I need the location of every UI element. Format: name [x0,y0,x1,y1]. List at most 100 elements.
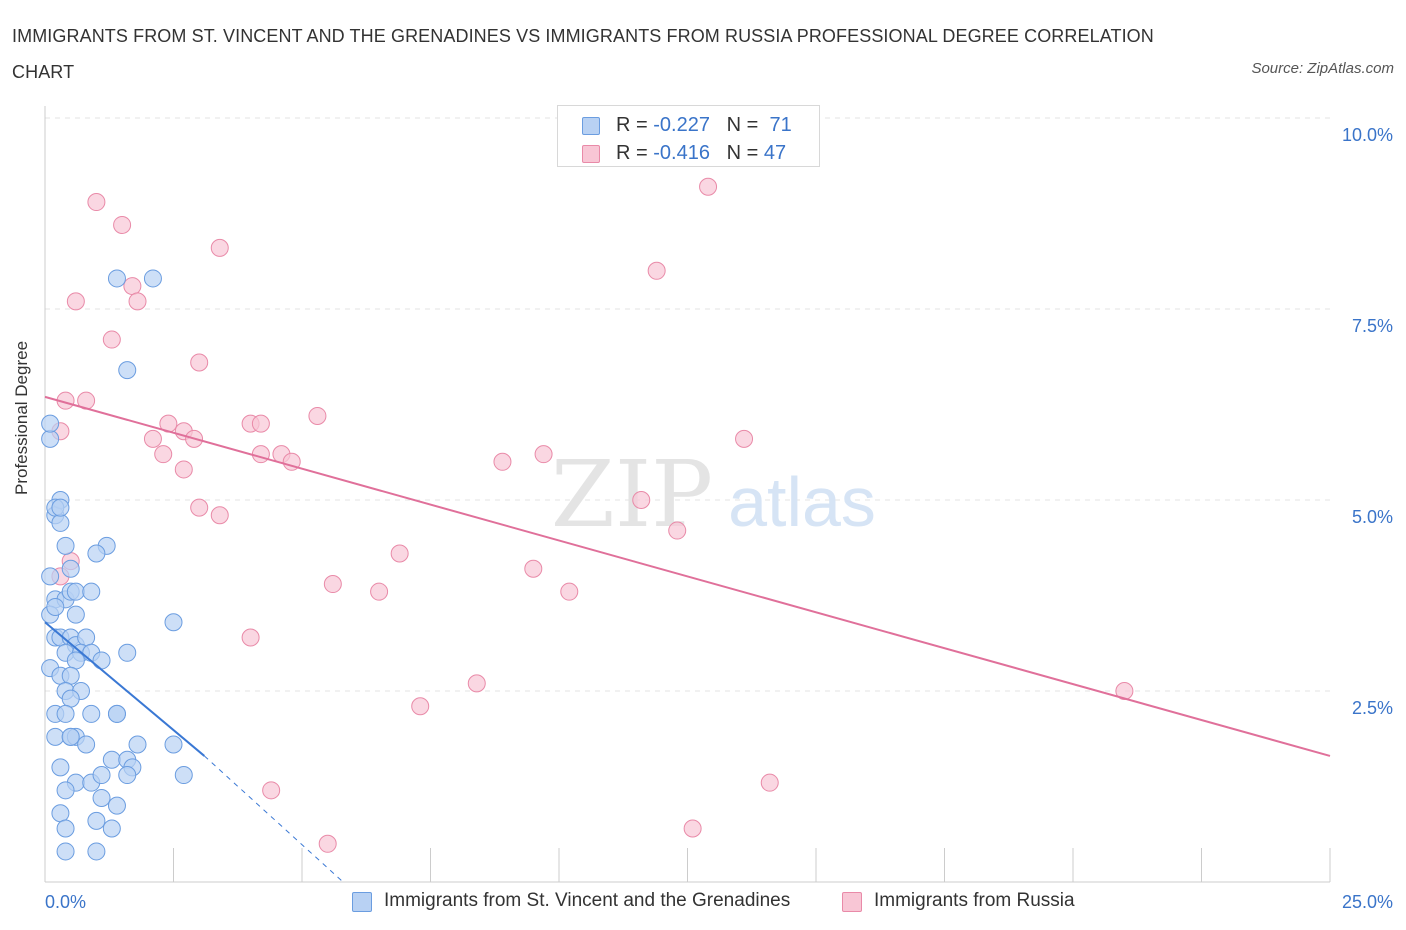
data-point-st-vincent [82,704,101,723]
data-point-st-vincent [164,613,183,632]
data-point-st-vincent [143,269,162,288]
data-point-st-vincent [87,842,106,861]
bottom-legend-swatch-blue [352,892,372,912]
legend-n-value: 71 [769,114,792,136]
data-point-st-vincent [107,704,126,723]
correlation-legend: R = -0.227 N = 71 R = -0.416 N = 47 [557,105,820,167]
data-point-russia [699,177,718,196]
data-point-st-vincent [56,536,75,555]
data-point-st-vincent [56,704,75,723]
data-point-russia [174,460,193,479]
y-axis-label: Professional Degree [12,340,31,495]
bottom-legend-label: Immigrants from St. Vincent and the Gren… [384,890,791,911]
data-point-st-vincent [118,361,137,380]
data-point-russia [632,491,651,509]
y-tick-label: 10.0% [1342,125,1393,145]
data-point-st-vincent [56,819,75,838]
data-point-russia [66,292,85,311]
chart-title: IMMIGRANTS FROM ST. VINCENT AND THE GREN… [12,26,1154,82]
data-point-russia [735,429,754,448]
data-point-russia [102,330,121,349]
data-point-st-vincent [87,811,106,830]
russia-points [51,177,1134,853]
data-point-st-vincent [61,666,80,685]
data-point-st-vincent [61,727,80,746]
data-point-st-vincent [92,766,111,785]
data-point-russia [467,674,486,693]
data-point-st-vincent [56,781,75,800]
legend-n-label: N = [726,142,759,164]
legend-r-value: -0.227 [653,114,710,136]
legend-r-label: R = [616,142,648,164]
x-tick-label: 25.0% [1342,892,1393,912]
legend-swatch-pink [582,145,600,163]
st-vincent-points [41,269,193,861]
data-point-st-vincent [118,643,137,662]
trend-line-st-vincent [44,621,205,757]
legend-n-value: 47 [763,142,787,164]
data-point-russia [534,445,553,464]
data-point-st-vincent [77,735,96,754]
data-point-russia [647,261,666,280]
source-label: Source: ZipAtlas.com [1251,60,1394,77]
data-point-st-vincent [51,498,70,517]
data-point-russia [318,834,337,853]
data-point-russia [143,429,162,448]
data-point-st-vincent [51,513,70,532]
grid-lines [45,117,1330,692]
data-point-russia [760,773,779,792]
data-point-st-vincent [82,582,101,601]
trend-line-st-vincent-extension [204,755,344,883]
data-point-russia [190,353,209,372]
data-point-st-vincent [51,804,70,823]
data-point-st-vincent [66,651,85,670]
data-point-russia [683,819,702,838]
legend-text-russia: R = -0.416 N = 47 [616,142,786,165]
watermark-atlas: atlas [728,463,876,541]
data-point-st-vincent [107,796,126,815]
data-point-russia [370,582,389,601]
data-point-russia [154,445,173,464]
axes [44,106,1331,883]
data-point-russia [668,521,687,540]
x-tick-label: 0.0% [45,892,86,912]
data-point-st-vincent [46,727,65,746]
data-point-russia [210,238,229,257]
data-point-st-vincent [66,605,85,624]
data-point-russia [262,781,281,800]
data-point-russia [251,414,270,433]
bottom-legend-swatch-pink [842,892,862,912]
trend-lines [44,395,1331,883]
data-point-st-vincent [77,628,96,647]
data-point-russia [241,628,260,647]
trend-line-russia [44,395,1331,757]
data-point-st-vincent [102,750,121,769]
y-tick-label: 5.0% [1352,507,1393,527]
data-point-st-vincent [41,429,60,448]
data-point-st-vincent [66,582,85,601]
data-point-russia [251,445,270,464]
data-point-russia [308,406,327,425]
data-point-st-vincent [46,597,65,616]
data-point-russia [128,292,147,311]
y-tick-label: 7.5% [1352,316,1393,336]
watermark: ZIP atlas [551,441,876,548]
y-tick-label: 2.5% [1352,698,1393,718]
data-point-st-vincent [56,842,75,861]
data-point-st-vincent [128,735,147,754]
legend-text-st-vincent: R = -0.227 N = 71 [616,114,792,137]
legend-r-label: R = [616,114,648,136]
data-point-st-vincent [61,689,80,708]
data-point-st-vincent [41,414,60,433]
data-point-st-vincent [61,559,80,578]
data-point-russia [493,452,512,471]
watermark-zip: ZIP [551,441,713,548]
data-point-st-vincent [87,544,106,563]
data-point-st-vincent [92,651,111,670]
data-point-russia [210,506,229,525]
data-point-russia [411,697,430,716]
data-point-russia [190,498,209,517]
data-point-russia [87,193,106,212]
data-point-st-vincent [174,766,193,785]
